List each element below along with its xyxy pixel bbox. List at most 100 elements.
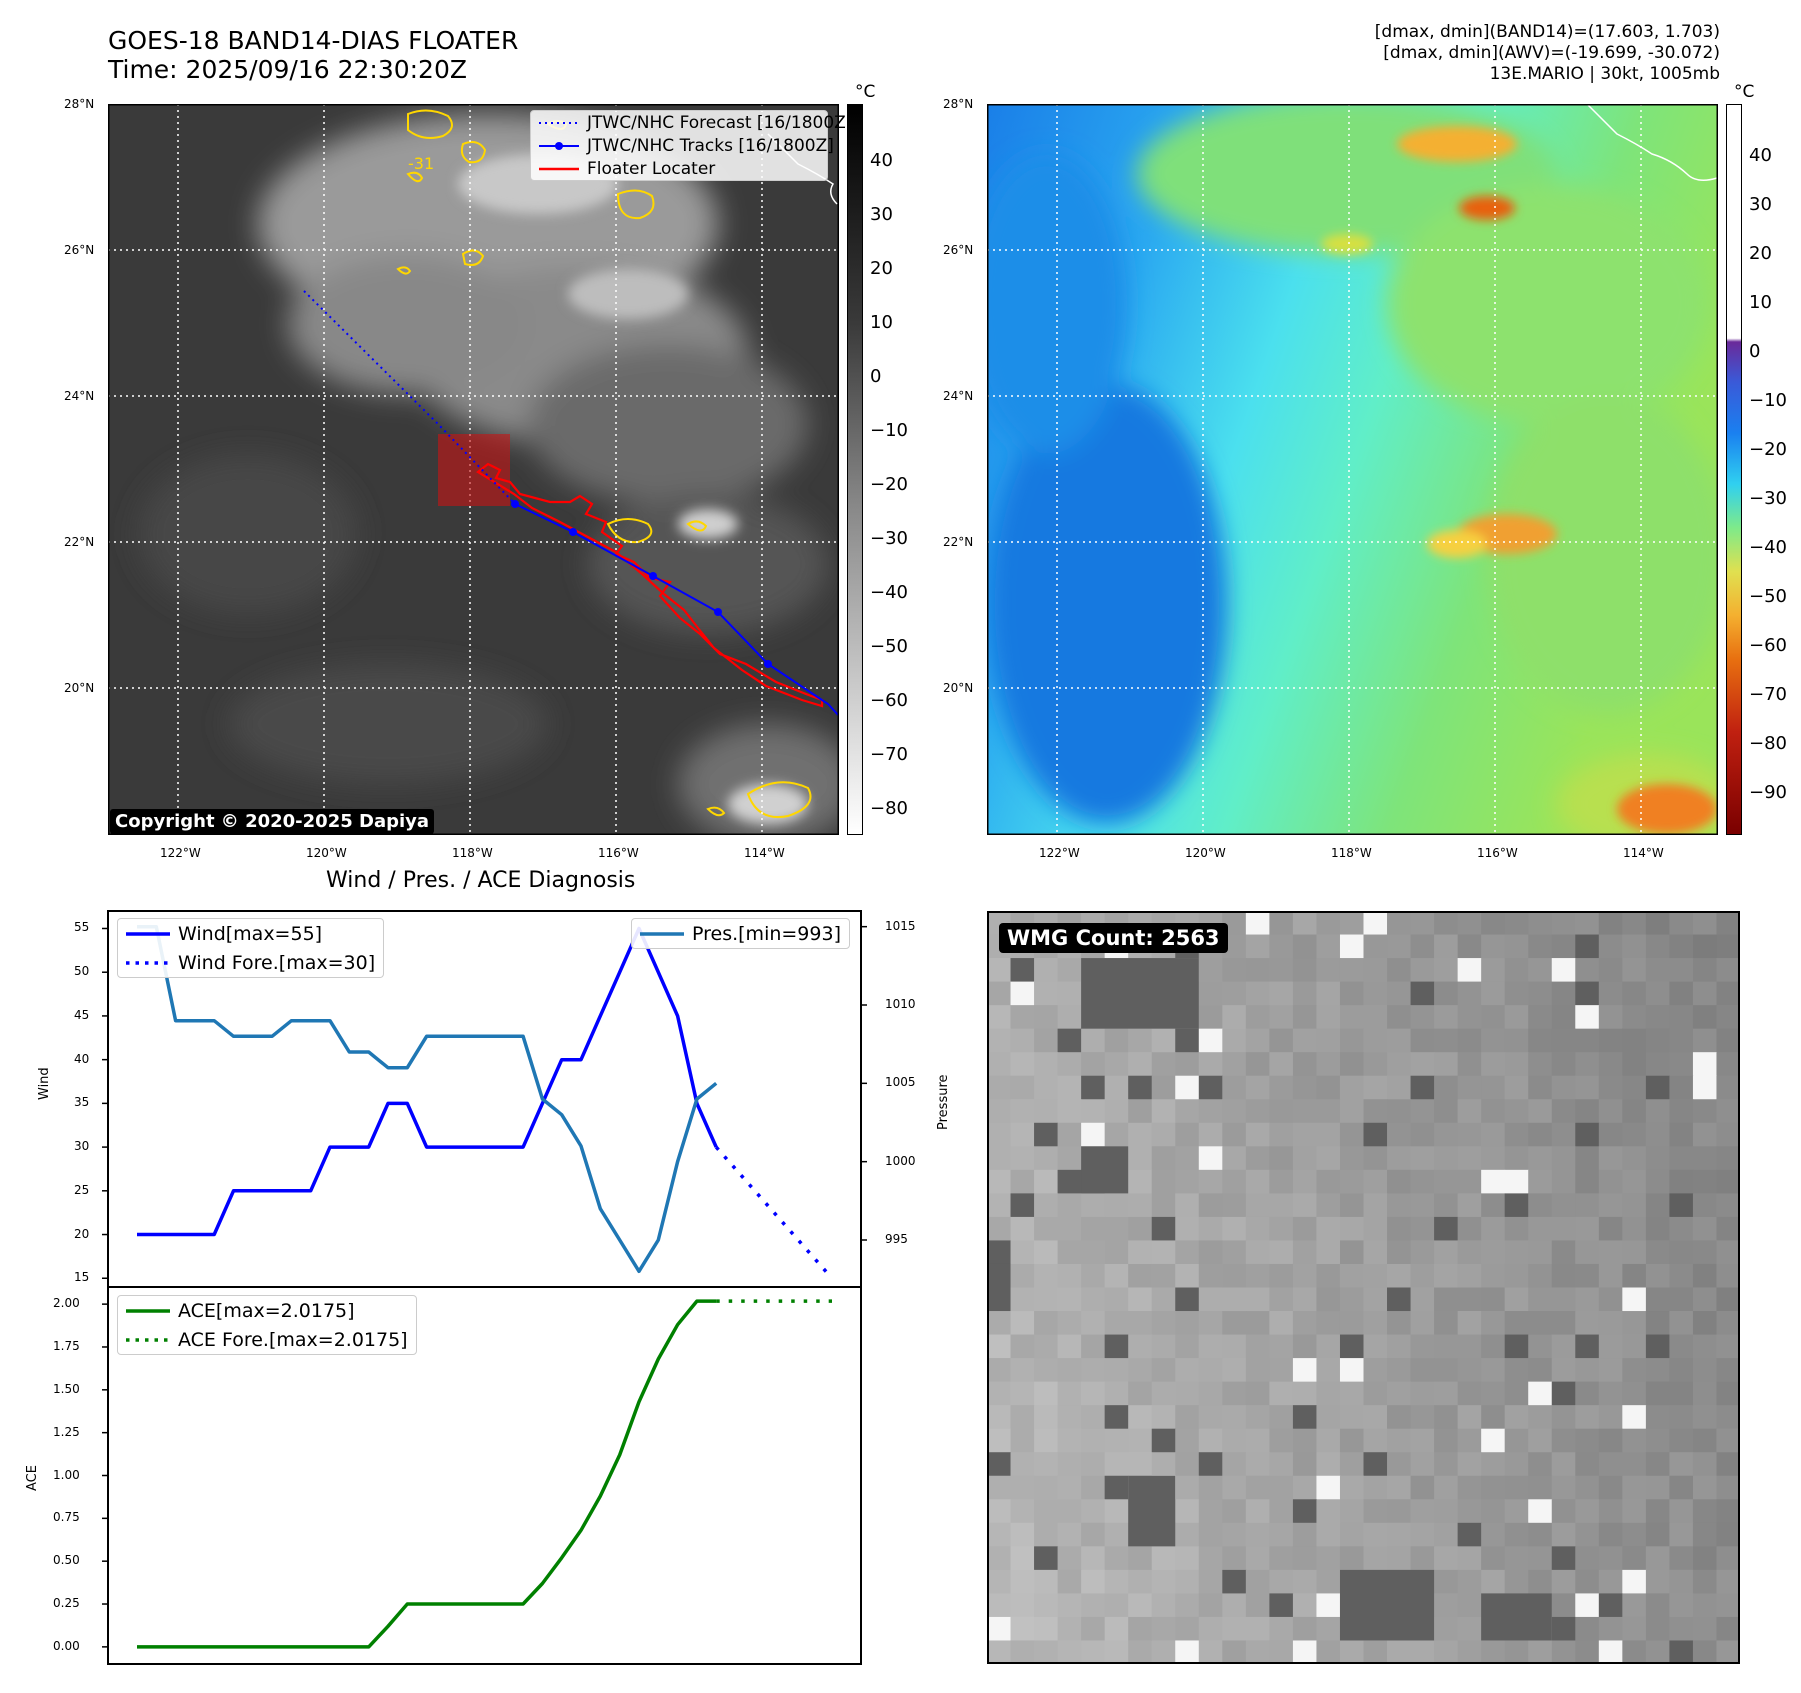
wmg-pixel [1504, 1569, 1529, 1594]
wmg-pixel [1222, 1640, 1247, 1665]
wmg-pixel [1222, 1052, 1247, 1077]
wmg-pixel [1716, 1287, 1741, 1312]
wmg-pixel [1010, 1240, 1035, 1265]
wmg-pixel [1575, 1028, 1600, 1053]
wmg-pixel [1457, 1405, 1482, 1430]
wmg-pixel [1645, 1216, 1670, 1241]
wmg-pixel [1434, 1499, 1459, 1524]
wmg-pixel [1481, 1428, 1506, 1453]
wmg-pixel [1222, 1005, 1247, 1030]
wmg-pixel [1504, 1311, 1529, 1336]
legend-tracks-swatch [539, 141, 579, 150]
pressure-tick: 995 [885, 1232, 908, 1246]
wmg-pixel [1598, 1193, 1623, 1218]
wmg-pixel [1292, 1287, 1317, 1312]
wmg-pixel [1222, 1522, 1247, 1547]
wmg-pixel [1551, 1075, 1576, 1100]
legend-floater-swatch [539, 167, 579, 170]
wmg-pixel [987, 1263, 1012, 1288]
wmg-pixel [1645, 1287, 1670, 1312]
wmg-pixel [1434, 1052, 1459, 1077]
wmg-pixel [1339, 1334, 1364, 1359]
wmg-pixel [1363, 1499, 1388, 1524]
wmg-pixel [1551, 1546, 1576, 1571]
wv-lon-116: 116°W [1477, 846, 1518, 860]
wmg-pixel [1198, 1334, 1223, 1359]
wmg-pixel [1692, 1405, 1717, 1430]
wmg-pixel [1316, 1052, 1341, 1077]
wmg-pixel [1387, 1381, 1412, 1406]
wmg-pixel [1716, 1052, 1741, 1077]
track-points [511, 500, 772, 668]
wmg-pixel [1504, 1075, 1529, 1100]
wind-tick: 35 [74, 1095, 90, 1110]
wmg-pixel [987, 1240, 1012, 1265]
wmg-pixel [1434, 1358, 1459, 1383]
wmg-pixel [1269, 1475, 1294, 1500]
wmg-pixel [1692, 911, 1717, 936]
wmg-pixel [1363, 1122, 1388, 1147]
wmg-pixel [1528, 1146, 1553, 1171]
wv-cb-m20: −20 [1749, 439, 1787, 460]
wmg-pixel [1339, 1428, 1364, 1453]
wmg-pixel [1434, 1146, 1459, 1171]
wmg-pixel [1575, 1075, 1600, 1100]
wmg-pixel [1716, 1640, 1741, 1665]
wmg-pixel [1104, 1593, 1129, 1618]
wmg-pixel [1692, 1099, 1717, 1124]
wmg-pixel [1316, 1240, 1341, 1265]
wmg-pixel [1316, 1216, 1341, 1241]
wmg-pixel [987, 1334, 1012, 1359]
wmg-pixel [1081, 1593, 1106, 1618]
wmg-pixel [1316, 1405, 1341, 1430]
wmg-pixel [1010, 1358, 1035, 1383]
wv-cb-40: 40 [1749, 145, 1772, 166]
wmg-pixel [1034, 1381, 1059, 1406]
wmg-pixel [1481, 1640, 1506, 1665]
wmg-pixel [1151, 1640, 1176, 1665]
wmg-pixel [1716, 1240, 1741, 1265]
wmg-pixel [1481, 1028, 1506, 1053]
wmg-pixel [1363, 1311, 1388, 1336]
wmg-pixel [1645, 1240, 1670, 1265]
wv-lat-20: 20°N [943, 681, 974, 695]
wmg-pixel [1716, 1216, 1741, 1241]
wmg-pixel [1528, 1005, 1553, 1030]
wmg-pixel [1339, 1146, 1364, 1171]
wmg-pixel [1716, 1522, 1741, 1547]
wmg-pixel [1669, 1169, 1694, 1194]
wmg-pixel [1363, 1005, 1388, 1030]
wmg-pixel [1034, 1358, 1059, 1383]
wmg-pixel [1081, 1428, 1106, 1453]
wmg-pixel [1387, 1169, 1412, 1194]
wmg-pixel [1316, 1099, 1341, 1124]
wmg-pixel [1528, 1334, 1553, 1359]
wmg-pixel [1010, 1569, 1035, 1594]
wmg-pixel [1245, 1311, 1270, 1336]
wmg-pixel [1598, 1146, 1623, 1171]
legend-pres-label: Pres.[min=993] [692, 922, 841, 945]
wmg-pixel [1245, 981, 1270, 1006]
wmg-pixel [1481, 1499, 1506, 1524]
wmg-dark-cluster [1339, 1569, 1435, 1641]
wmg-pixel [1057, 958, 1082, 983]
wmg-pixel [1575, 1358, 1600, 1383]
wmg-pixel [1387, 1287, 1412, 1312]
wmg-pixel [1339, 1052, 1364, 1077]
wmg-pixel [1363, 1452, 1388, 1477]
wmg-pixel [1716, 1075, 1741, 1100]
wmg-pixel [1410, 911, 1435, 936]
wmg-pixel [1363, 981, 1388, 1006]
wmg-pixel [1622, 1311, 1647, 1336]
wmg-pixel [1481, 1381, 1506, 1406]
wmg-pixel [1245, 1287, 1270, 1312]
wmg-pixel [1598, 1452, 1623, 1477]
wmg-pixel [1575, 1334, 1600, 1359]
wmg-pixel [1292, 1358, 1317, 1383]
wmg-pixel [1010, 1028, 1035, 1053]
diagnosis-title: Wind / Pres. / ACE Diagnosis [326, 868, 636, 893]
wmg-pixel [1716, 1099, 1741, 1124]
wmg-pixel [1387, 1452, 1412, 1477]
wmg-pixel [1669, 1287, 1694, 1312]
wmg-pixel [1128, 1193, 1153, 1218]
